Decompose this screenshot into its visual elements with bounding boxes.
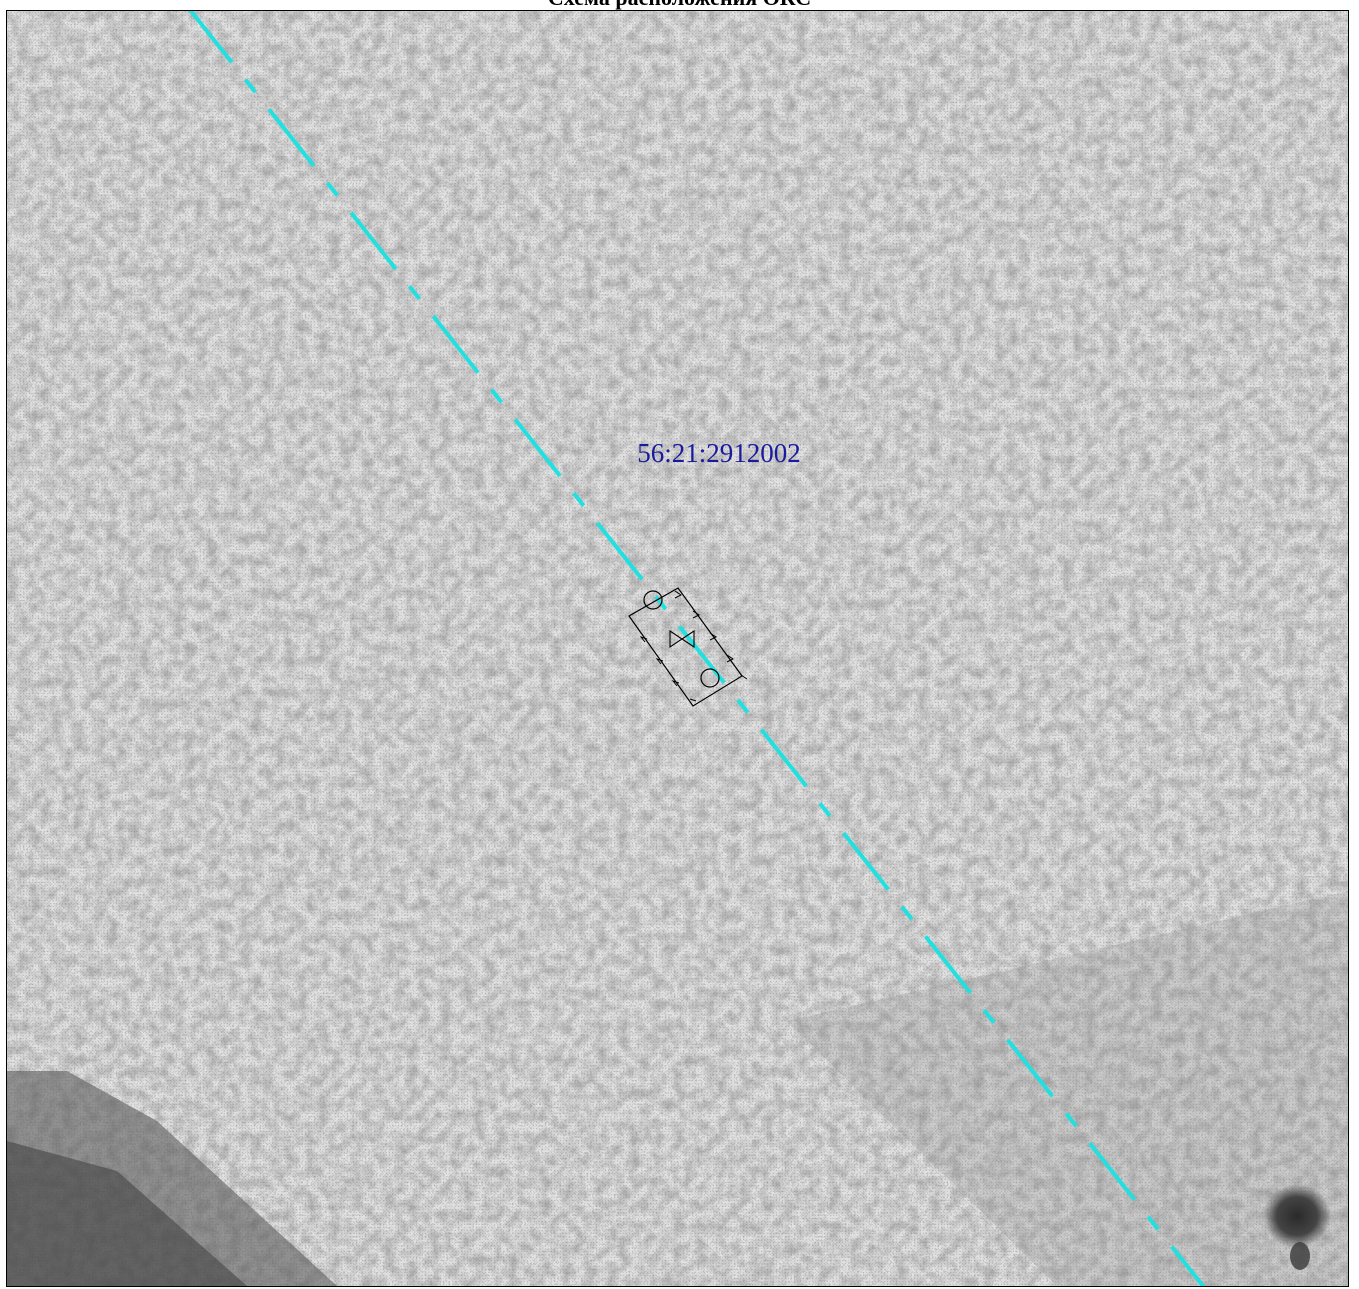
parcel-number-label: 56:21:2912002 bbox=[637, 438, 801, 468]
valve-symbol-icon[interactable] bbox=[669, 629, 695, 649]
well-circle-icon[interactable] bbox=[700, 668, 720, 688]
map-canvas[interactable]: 56:21:2912002 bbox=[7, 11, 1348, 1286]
aerial-imagery bbox=[7, 11, 1348, 1286]
map-view[interactable]: 56:21:2912002 bbox=[6, 10, 1349, 1287]
well-circle-icon[interactable] bbox=[643, 590, 663, 610]
page-title: Схема расположения ОКС bbox=[0, 0, 1359, 10]
cadastral-boundary-line bbox=[188, 11, 1206, 1286]
